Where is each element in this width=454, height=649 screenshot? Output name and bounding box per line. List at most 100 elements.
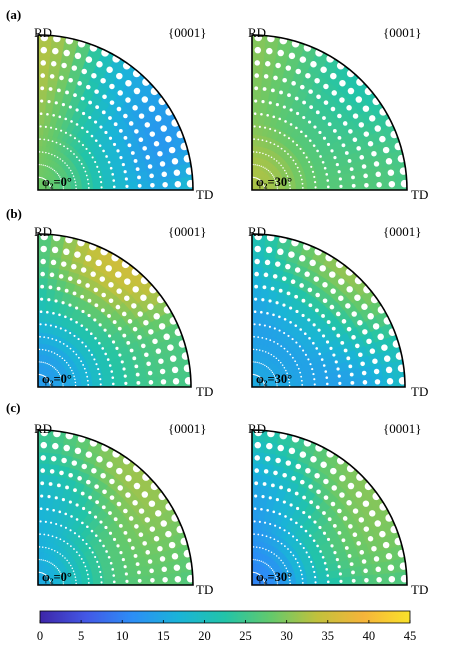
grid-dot [50,364,52,367]
grid-dot [98,144,102,147]
quadrant-outline [251,34,408,191]
grid-dot [338,295,344,301]
grid-dot [275,261,281,267]
grid-dot [302,115,306,120]
grid-dot [278,329,281,332]
grid-dot [265,548,267,551]
grid-dot [282,562,284,564]
grid-dot [253,112,257,116]
grid-dot [263,272,269,278]
grid-dot [300,375,303,378]
grid-dot [275,577,278,579]
grid-dot [270,88,275,93]
grid-dot [361,559,367,564]
grid-dot [73,573,76,575]
grid-dot [252,176,255,178]
grid-dot [269,339,272,342]
grid-dot [48,547,50,550]
grid-dot [368,510,376,517]
grid-dot [93,120,98,124]
grid-dot [94,337,97,340]
grid-dot [40,559,42,561]
pole-figure-c-right-heatmap [251,428,409,586]
grid-dot [61,357,64,359]
grid-dot [51,535,54,538]
grid-dot [287,375,289,377]
grid-dot [294,360,297,363]
grid-dot [46,575,48,577]
grid-dot [371,150,377,157]
grid-dot [330,544,334,548]
grid-dot [75,551,78,553]
grid-dot [254,441,262,449]
grid-dot [174,180,182,188]
grid-dot [289,306,293,310]
grid-dot [48,285,53,290]
grid-dot [338,278,345,285]
grid-dot [99,276,106,282]
grid-dot [154,115,162,122]
grid-dot [43,178,46,180]
grid-dot [310,560,313,563]
grid-dot [87,187,90,189]
grid-dot [323,495,329,500]
grid-dot [82,506,86,511]
grid-dot [308,303,313,308]
grid-dot [40,245,47,253]
grid-dot [263,383,265,386]
grid-dot [49,185,51,187]
grid-dot [334,360,338,364]
grid-dot [59,143,62,146]
grid-dot [54,325,57,328]
grid-dot [144,122,151,128]
grid-dot [77,356,80,359]
grid-dot [269,171,271,173]
grid-dot [272,174,274,176]
grid-dot [301,187,304,189]
grid-dot [263,185,265,187]
grid-dot [109,478,115,485]
grid-dot [72,291,77,296]
grid-dot [42,177,44,179]
grid-dot [99,378,102,381]
grid-dot [74,384,77,387]
grid-dot [302,510,306,515]
grid-dot [108,364,112,367]
grid-dot [385,366,393,374]
grid-dot [125,184,129,188]
grid-dot [131,303,137,309]
grid-dot [318,525,322,530]
grid-dot [110,370,114,373]
grid-dot [105,265,112,272]
grid-dot [43,336,46,339]
grid-dot [117,485,123,491]
grid-dot [47,139,50,142]
intensity-cell [328,181,341,191]
grid-dot [274,573,276,575]
grid-dot [347,482,355,490]
grid-dot [287,153,289,155]
grid-dot [85,479,91,485]
grid-dot [256,559,258,561]
grid-dot [292,140,295,143]
grid-dot [133,87,141,95]
grid-dot [275,301,279,305]
grid-dot [93,287,99,293]
grid-dot [309,105,314,110]
grid-dot [266,311,269,315]
grid-dot [61,577,64,579]
grid-dot [330,288,336,294]
grid-dot [255,151,258,153]
grid-dot [301,384,304,386]
grid-dot [84,345,87,348]
grid-dot [272,274,278,279]
grid-dot [93,515,98,519]
grid-dot [374,379,381,385]
grid-dot [70,515,73,518]
grid-dot [40,164,42,166]
grid-dot [272,313,275,317]
grid-dot [379,135,386,143]
grid-dot [91,467,97,474]
grid-dot [329,271,336,278]
grid-dot [165,135,172,143]
